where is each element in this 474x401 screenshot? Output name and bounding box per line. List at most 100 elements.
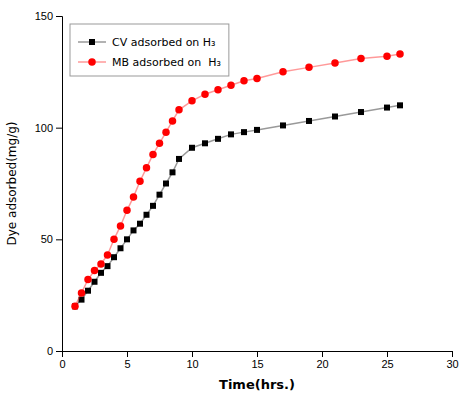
marker xyxy=(306,118,312,124)
legend-entry: CV adsorbed on H₃ xyxy=(78,36,216,49)
plot: 0 5 10 15 20 25 30 0 50 100 150 CV adsorbed on H₃ MB… xyxy=(35,10,459,370)
marker xyxy=(357,55,364,62)
series xyxy=(71,50,403,310)
marker xyxy=(280,122,286,128)
marker xyxy=(170,169,176,175)
marker xyxy=(305,64,312,71)
marker xyxy=(253,75,260,82)
marker xyxy=(97,260,104,267)
marker xyxy=(383,52,390,59)
marker xyxy=(163,181,169,187)
tick: 30 xyxy=(446,351,458,370)
marker xyxy=(85,288,91,294)
marks xyxy=(71,50,403,310)
marker xyxy=(84,276,91,283)
chart: 0 5 10 15 20 25 30 0 50 100 150 CV adsorbed on H₃ MB… xyxy=(0,0,474,401)
marker xyxy=(91,267,98,274)
marker xyxy=(136,178,143,185)
tick-label: 30 xyxy=(446,358,458,370)
tick-label: 5 xyxy=(124,358,130,370)
tick-mark xyxy=(127,351,128,357)
series xyxy=(72,102,403,309)
tick: 25 xyxy=(381,351,393,370)
marker xyxy=(150,203,156,209)
tick: 5 xyxy=(124,351,130,370)
tick-mark xyxy=(387,351,388,357)
marker xyxy=(111,254,117,260)
marker xyxy=(144,212,150,218)
line xyxy=(75,105,400,306)
marker xyxy=(156,140,163,147)
legend-entry: MB adsorbed on H₃ xyxy=(78,56,221,69)
legend-label: CV adsorbed on H₃ xyxy=(112,36,216,49)
x-axis-title: Time(hrs.) xyxy=(219,377,295,392)
marker xyxy=(118,245,124,251)
marker xyxy=(176,156,182,162)
marker xyxy=(169,117,176,124)
marker xyxy=(117,222,124,229)
marker xyxy=(384,105,390,111)
marker xyxy=(241,129,247,135)
legend-marker xyxy=(89,39,95,45)
tick: 0 xyxy=(47,345,62,357)
tick-mark xyxy=(192,351,193,357)
marker xyxy=(143,164,150,171)
tick-label: 15 xyxy=(251,358,263,370)
marker xyxy=(240,77,247,84)
marker xyxy=(332,114,338,120)
y-axis-title: Dye adsorbed(mg/g) xyxy=(5,122,19,246)
tick: 10 xyxy=(186,351,198,370)
tick-mark xyxy=(56,128,62,129)
tick-label: 150 xyxy=(35,10,53,22)
marker xyxy=(157,192,163,198)
legend-label: MB adsorbed on H₃ xyxy=(112,56,221,69)
tick-mark xyxy=(56,351,62,352)
marker xyxy=(227,81,234,88)
tick-label: 10 xyxy=(186,358,198,370)
tick-label: 0 xyxy=(47,345,53,357)
x-axis: 0 5 10 15 20 25 30 xyxy=(59,351,458,370)
tick: 150 xyxy=(35,10,62,22)
tick-label: 20 xyxy=(316,358,328,370)
tick: 15 xyxy=(251,351,263,370)
marker xyxy=(214,86,221,93)
marker xyxy=(131,227,137,233)
marker xyxy=(254,127,260,133)
marker xyxy=(92,279,98,285)
marker xyxy=(331,59,338,66)
marker xyxy=(162,128,169,135)
marker xyxy=(358,109,364,115)
y-axis: 0 50 100 150 xyxy=(35,10,63,357)
tick: 100 xyxy=(35,122,62,134)
marker xyxy=(123,207,130,214)
marker xyxy=(201,90,208,97)
marker xyxy=(149,151,156,158)
legend-box xyxy=(70,24,229,76)
tick-mark xyxy=(322,351,323,357)
tick-label: 100 xyxy=(35,122,53,134)
axis-line xyxy=(63,352,453,358)
marker xyxy=(105,263,111,269)
marker xyxy=(110,236,117,243)
tick-mark xyxy=(56,16,62,17)
tick: 0 xyxy=(59,351,65,370)
axis-line xyxy=(56,17,63,352)
tick: 50 xyxy=(41,233,62,245)
legend-marker xyxy=(88,58,95,65)
tick-label: 50 xyxy=(41,233,53,245)
marker xyxy=(215,136,221,142)
marker xyxy=(228,131,234,137)
legend: CV adsorbed on H₃ MB adsorbed on H₃ xyxy=(70,24,229,76)
line xyxy=(75,54,400,306)
tick: 20 xyxy=(316,351,328,370)
marker xyxy=(279,68,286,75)
marker xyxy=(124,236,130,242)
marker xyxy=(175,106,182,113)
marker xyxy=(104,251,111,258)
marker xyxy=(72,303,78,309)
marker xyxy=(202,140,208,146)
tick-label: 0 xyxy=(59,358,65,370)
tick-label: 25 xyxy=(381,358,393,370)
marker xyxy=(396,50,403,57)
tick-mark xyxy=(452,351,453,357)
